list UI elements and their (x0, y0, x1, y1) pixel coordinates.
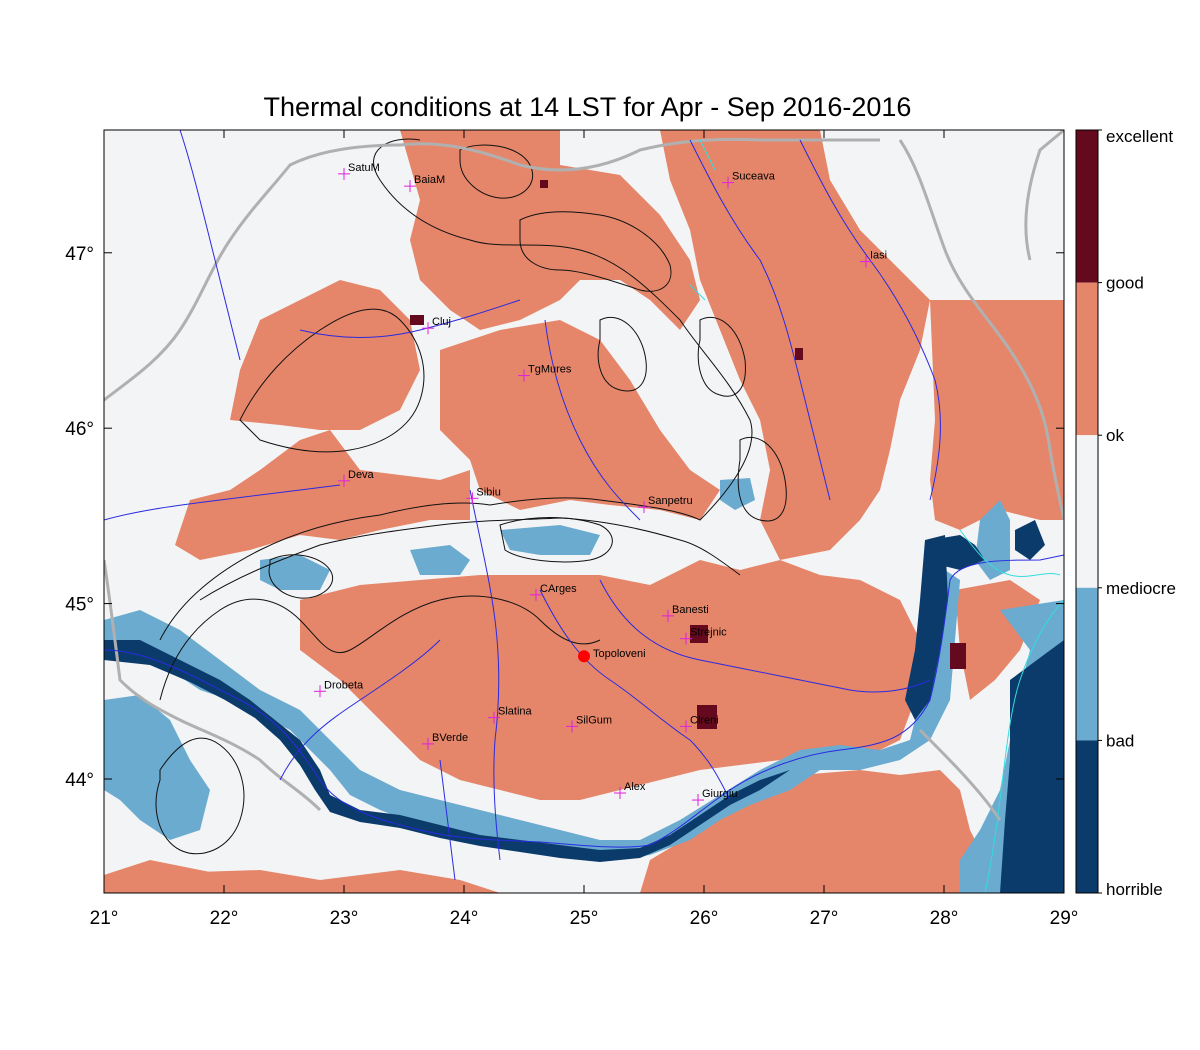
highlight-city-dot (578, 650, 590, 663)
x-tick-label: 27° (810, 908, 839, 929)
city-marker: SilGum (566, 714, 612, 733)
legend-frame (1075, 129, 1099, 894)
city-marker: Clreni (680, 714, 719, 733)
y-tick-label: 44° (65, 770, 94, 791)
legend-label: mediocre (1106, 579, 1176, 598)
country-borders (104, 130, 1064, 821)
city-marker: Slatina (488, 706, 533, 724)
city-marker: Giurgiu (692, 788, 737, 807)
city-marker: SatuM (338, 162, 380, 180)
legend-label: excellent (1106, 127, 1173, 146)
city-marker: Suceava (722, 171, 776, 189)
city-marker: Drobeta (314, 679, 364, 698)
city-marker: Sibiu (466, 486, 501, 505)
legend-label: horrible (1106, 880, 1163, 899)
legend-color-band (1076, 740, 1098, 893)
city-label: Strejnic (690, 627, 727, 639)
bad-zones (104, 520, 1064, 893)
city-label: Suceava (732, 171, 776, 183)
x-tick-label: 21° (90, 908, 119, 929)
x-tick-label: 28° (930, 908, 959, 929)
y-axis: 47° 46° 45° 44° (65, 244, 1064, 791)
legend-color-band (1076, 130, 1098, 283)
x-axis: 21° 22° 23° 24° 25° 26° 27° 28° 29° (90, 130, 1079, 929)
map-title: Thermal conditions at 14 LST for Apr - S… (263, 92, 912, 122)
x-tick-label: 22° (210, 908, 239, 929)
coastline (689, 139, 1064, 893)
city-label: Alex (624, 781, 646, 793)
city-label: Deva (348, 469, 375, 481)
map-layers (104, 130, 1064, 893)
city-marker: Iasi (860, 250, 887, 268)
x-tick-label: 29° (1050, 908, 1079, 929)
city-label: BaiaM (414, 174, 445, 186)
legend-label: bad (1106, 731, 1134, 750)
x-tick-label: 25° (570, 908, 599, 929)
excellent-zones (410, 180, 966, 729)
city-marker: CArges (530, 583, 577, 601)
legend-label: ok (1106, 426, 1124, 445)
legend-label: good (1106, 274, 1144, 293)
city-label: Banesti (672, 604, 709, 616)
legend: excellent good ok mediocre bad horrible (1075, 127, 1176, 899)
city-label: Slatina (498, 706, 533, 718)
city-label: Sibiu (476, 486, 500, 498)
elevation-contours (155, 138, 787, 855)
city-label: CArges (540, 583, 577, 595)
city-marker: Sanpetru (638, 495, 693, 514)
city-label: Giurgiu (702, 788, 737, 800)
city-marker: BVerde (422, 732, 468, 750)
good-zones (104, 130, 1064, 893)
legend-color-band (1076, 587, 1098, 741)
x-tick-label: 26° (690, 908, 719, 929)
y-tick-label: 46° (65, 419, 94, 440)
x-tick-label: 24° (450, 908, 479, 929)
highlight-city-label: Topoloveni (593, 648, 646, 660)
city-label: SilGum (576, 714, 612, 726)
city-label: Sanpetru (648, 495, 693, 507)
legend-color-band (1076, 282, 1098, 436)
city-label: BVerde (432, 732, 468, 744)
x-tick-label: 23° (330, 908, 359, 929)
city-label: Clreni (690, 714, 719, 726)
city-marker: Strejnic (680, 627, 727, 645)
city-marker: Cluj (422, 316, 451, 335)
city-label: Cluj (432, 316, 451, 328)
city-label: Drobeta (324, 679, 364, 691)
city-marker: Banesti (662, 604, 709, 622)
city-label: Iasi (870, 250, 887, 262)
city-marker: Deva (338, 469, 375, 487)
y-tick-label: 45° (65, 595, 94, 616)
rivers (104, 130, 1064, 881)
city-label: TgMures (528, 364, 572, 376)
city-marker: Alex (614, 781, 646, 800)
y-tick-label: 47° (65, 244, 94, 265)
city-marker: BaiaM (404, 174, 445, 193)
legend-color-band (1076, 435, 1098, 588)
city-markers: SatuM BaiaM Suceava Iasi Cluj TgMures Deva Sibi… (314, 162, 887, 807)
city-marker: TgMures (518, 364, 572, 382)
city-label: SatuM (348, 162, 380, 174)
